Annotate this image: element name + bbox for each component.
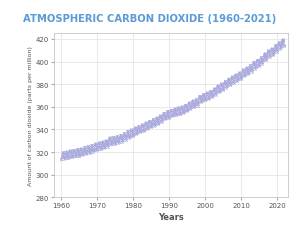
Text: ATMOSPHERIC CARBON DIOXIDE (1960-2021): ATMOSPHERIC CARBON DIOXIDE (1960-2021): [23, 14, 277, 24]
Y-axis label: Amount of carbon dioxide (parts per million): Amount of carbon dioxide (parts per mill…: [28, 46, 33, 185]
X-axis label: Years: Years: [158, 212, 184, 221]
